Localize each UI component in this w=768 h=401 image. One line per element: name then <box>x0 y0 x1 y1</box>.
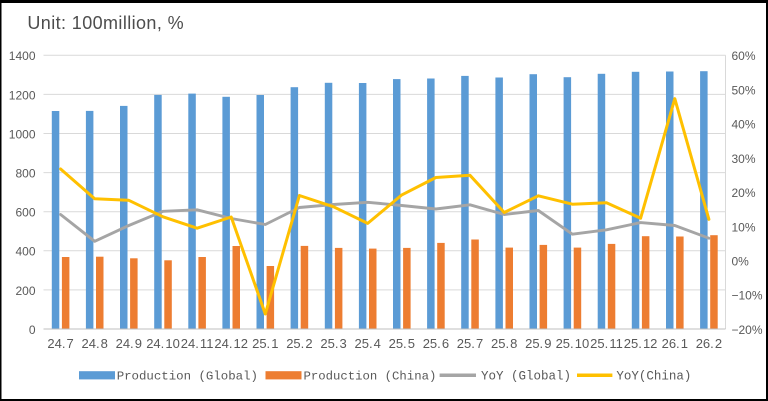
svg-text:60%: 60% <box>732 49 756 63</box>
svg-text:600: 600 <box>15 206 35 220</box>
svg-text:24. 9: 24. 9 <box>116 336 142 351</box>
svg-text:24. 10: 24. 10 <box>146 336 180 351</box>
svg-text:0%: 0% <box>732 255 750 269</box>
svg-text:1400: 1400 <box>9 49 36 63</box>
svg-text:−20%: −20% <box>732 323 763 337</box>
svg-text:25. 5: 25. 5 <box>389 336 415 351</box>
svg-text:24. 8: 24. 8 <box>82 336 108 351</box>
svg-text:20%: 20% <box>732 186 756 200</box>
svg-text:50%: 50% <box>732 83 756 97</box>
svg-text:25. 7: 25. 7 <box>457 336 483 351</box>
svg-text:24. 11: 24. 11 <box>181 336 214 351</box>
svg-text:1000: 1000 <box>9 127 36 141</box>
svg-text:YoY (Global): YoY (Global) <box>481 370 571 384</box>
svg-text:−10%: −10% <box>732 289 763 303</box>
svg-text:25. 4: 25. 4 <box>355 336 381 351</box>
svg-text:25. 3: 25. 3 <box>320 336 346 351</box>
svg-text:YoY(China): YoY(China) <box>616 370 691 384</box>
svg-text:Production (Global): Production (Global) <box>117 370 258 384</box>
svg-text:24. 7: 24. 7 <box>47 336 73 351</box>
svg-text:25. 9: 25. 9 <box>525 336 551 351</box>
svg-text:30%: 30% <box>732 152 756 166</box>
svg-text:25. 11: 25. 11 <box>590 336 623 351</box>
svg-text:10%: 10% <box>732 220 756 234</box>
svg-text:Production (China): Production (China) <box>304 370 437 384</box>
svg-text:25. 6: 25. 6 <box>423 336 449 351</box>
svg-text:25. 10: 25. 10 <box>556 336 590 351</box>
svg-text:25. 2: 25. 2 <box>286 336 312 351</box>
svg-text:1200: 1200 <box>9 88 36 102</box>
svg-text:0: 0 <box>29 323 36 337</box>
svg-text:26. 2: 26. 2 <box>696 336 722 351</box>
svg-text:24. 12: 24. 12 <box>214 336 248 351</box>
svg-text:25. 1: 25. 1 <box>252 336 278 351</box>
svg-text:26. 1: 26. 1 <box>662 336 688 351</box>
svg-text:25. 8: 25. 8 <box>491 336 517 351</box>
svg-text:25. 12: 25. 12 <box>624 336 658 351</box>
svg-text:200: 200 <box>15 284 35 298</box>
svg-text:Unit: 100million, %: Unit: 100million, % <box>27 13 184 33</box>
svg-text:400: 400 <box>15 245 35 259</box>
svg-text:800: 800 <box>15 167 35 181</box>
svg-text:40%: 40% <box>732 118 756 132</box>
